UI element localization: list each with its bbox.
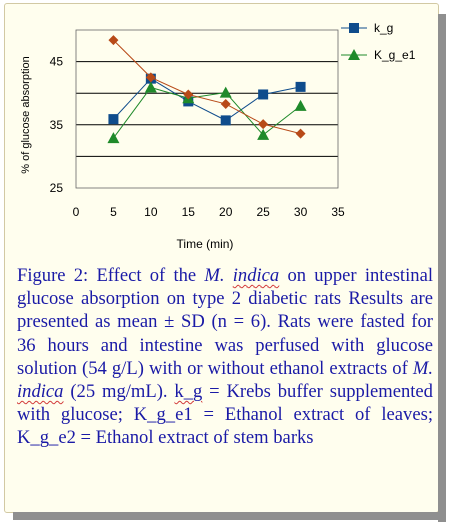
species-name: M.	[204, 265, 225, 286]
legend-label: K_g_e1	[374, 48, 416, 62]
series-reference: k_g	[174, 381, 203, 403]
axis-ticks: 0 5 10 15 20 25 30 35 25 35 45	[50, 55, 345, 219]
data-point	[220, 98, 231, 109]
y-tick-label: 25	[50, 181, 64, 195]
data-point	[257, 128, 270, 140]
legend-marker	[348, 49, 360, 60]
series-line	[113, 78, 301, 121]
series-3	[108, 35, 306, 139]
caption-text: on upper intestinal glucose absorption o…	[17, 265, 433, 379]
line-chart: 0 5 10 15 20 25 30 35 25 35 45 k_g K_g_e1 % of gluc…	[20, 21, 416, 251]
caption-text: = Krebs buffer supplemented with glucose…	[17, 381, 433, 449]
data-point	[258, 89, 269, 100]
figure-card	[4, 3, 439, 513]
series-line	[113, 39, 301, 135]
y-tick-label: 45	[50, 55, 64, 69]
data-point	[295, 81, 306, 92]
x-tick-label: 0	[73, 205, 80, 219]
legend-marker	[349, 23, 359, 33]
x-axis-label: Time (min)	[177, 237, 234, 251]
caption-text: Figure 2: Effect of the	[17, 265, 205, 286]
legend-label: k_g	[374, 21, 393, 35]
x-tick-label: 35	[331, 205, 345, 219]
x-tick-label: 10	[144, 205, 158, 219]
series-line	[113, 86, 301, 139]
y-tick-label: 35	[50, 118, 64, 132]
data-point	[108, 114, 119, 125]
data-point	[294, 99, 307, 111]
data-point	[258, 119, 269, 130]
species-name: indica	[17, 381, 64, 403]
legend: k_g K_g_e1	[341, 21, 416, 62]
card-shadow	[13, 512, 446, 520]
data-point	[183, 89, 194, 100]
data-point	[219, 86, 232, 98]
x-tick-label: 5	[110, 205, 117, 219]
caption-text: (25 mg/mL).	[63, 381, 175, 403]
data-point	[295, 128, 306, 139]
species-name: M.	[412, 357, 433, 379]
x-tick-label: 20	[219, 205, 233, 219]
data-point	[107, 132, 120, 144]
plot-area	[75, 29, 339, 189]
data-point	[144, 81, 157, 93]
figure-caption: Figure 2: Effect of the M. indica on upp…	[17, 264, 433, 450]
x-tick-label: 30	[294, 205, 308, 219]
data-point	[220, 115, 231, 126]
card-shadow	[438, 14, 446, 522]
x-tick-label: 15	[182, 205, 196, 219]
series	[107, 35, 307, 144]
data-point	[145, 72, 156, 83]
series-2	[107, 81, 307, 144]
y-axis-label: % of glucose absorption	[20, 56, 32, 173]
x-tick-label: 25	[256, 205, 270, 219]
grid	[76, 61, 338, 157]
species-name: indica	[232, 265, 280, 286]
data-point	[108, 35, 119, 46]
